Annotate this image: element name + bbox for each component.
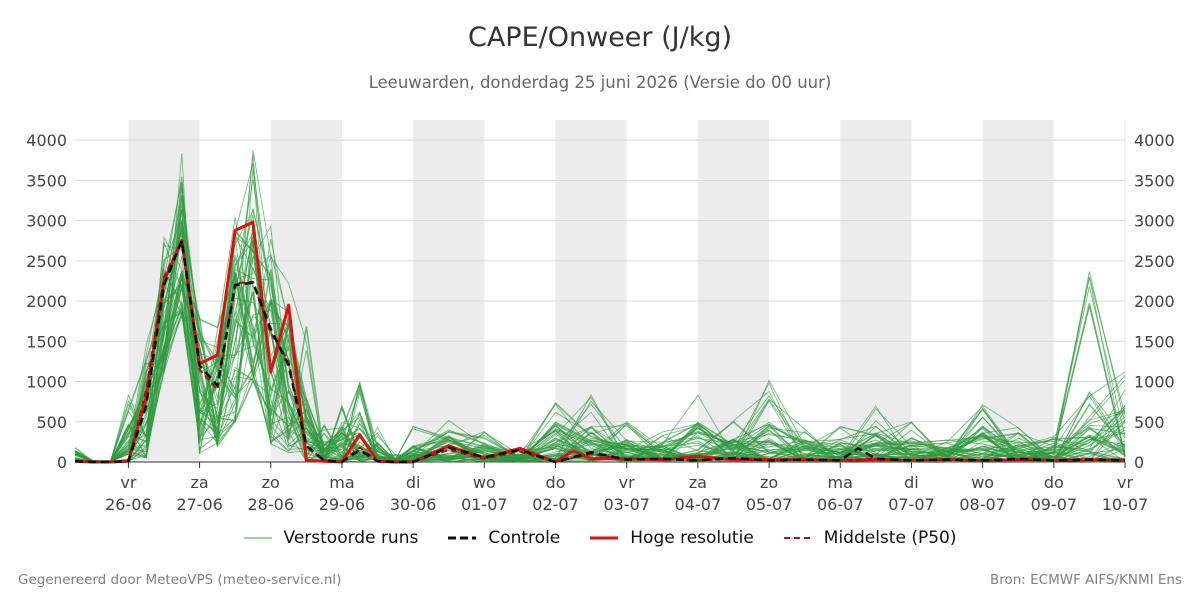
- legend-item-highres[interactable]: Hoge resolutie: [590, 528, 754, 548]
- control-line: [74, 239, 1126, 464]
- x-tick-day: vr: [619, 473, 635, 492]
- y-tick-label-left: 2000: [26, 292, 67, 311]
- legend-label-highres: Hoge resolutie: [630, 528, 754, 548]
- x-tick-day: vr: [120, 473, 136, 492]
- control-swatch-icon: [448, 536, 477, 540]
- x-tick-day: ma: [329, 473, 354, 492]
- legend-label-median: Middelste (P50): [823, 528, 957, 548]
- x-tick-day: zo: [760, 473, 778, 492]
- y-tick-label-left: 0: [57, 453, 67, 472]
- x-tick-day: zo: [262, 473, 280, 492]
- legend-item-ensemble[interactable]: Verstoorde runs: [243, 528, 419, 548]
- x-tick-day: wo: [473, 473, 496, 492]
- y-tick-label-right: 4000: [1134, 131, 1175, 150]
- footer-source: Bron: ECMWF AIFS/KNMI Ens: [989, 572, 1182, 588]
- y-tick-label-left: 3000: [26, 212, 67, 231]
- x-tick-date: 29-06: [319, 495, 366, 514]
- day-band: [413, 120, 485, 462]
- median-swatch-icon: [783, 537, 812, 539]
- x-tick-date: 26-06: [105, 495, 152, 514]
- legend-label-ensemble: Verstoorde runs: [283, 528, 419, 548]
- legend-label-control: Controle: [488, 528, 561, 548]
- y-tick-label-left: 1000: [26, 373, 67, 392]
- x-tick-date: 08-07: [959, 495, 1006, 514]
- y-tick-label-left: 1500: [26, 332, 67, 351]
- y-tick-label-right: 2500: [1134, 252, 1175, 271]
- x-tick-day: do: [1044, 473, 1064, 492]
- y-tick-label-right: 1000: [1134, 373, 1175, 392]
- y-tick-label-left: 2500: [26, 252, 67, 271]
- x-tick-day: ma: [828, 473, 853, 492]
- x-tick-day: za: [689, 473, 707, 492]
- y-tick-label-right: 0: [1134, 453, 1144, 472]
- day-band: [840, 120, 912, 462]
- x-tick-date: 05-07: [746, 495, 793, 514]
- legend-item-median[interactable]: Middelste (P50): [783, 528, 957, 548]
- ensemble-swatch-icon: [243, 537, 272, 539]
- x-tick-date: 09-07: [1031, 495, 1078, 514]
- footer-credit: Gegenereerd door MeteoVPS (meteo-service…: [18, 572, 342, 588]
- x-tick-date: 04-07: [675, 495, 722, 514]
- x-tick-day: do: [546, 473, 566, 492]
- y-tick-label-right: 3500: [1134, 171, 1175, 190]
- x-tick-date: 01-07: [461, 495, 508, 514]
- y-tick-label-right: 3000: [1134, 212, 1175, 231]
- chart-title: CAPE/Onweer (J/kg): [467, 22, 732, 53]
- x-tick-date: 06-07: [817, 495, 864, 514]
- y-tick-label-right: 2000: [1134, 292, 1175, 311]
- x-tick-date: 10-07: [1102, 495, 1149, 514]
- x-tick-day: di: [406, 473, 421, 492]
- x-tick-date: 30-06: [390, 495, 437, 514]
- day-band: [982, 120, 1054, 462]
- y-tick-label-right: 1500: [1134, 332, 1175, 351]
- x-tick-date: 03-07: [603, 495, 650, 514]
- legend-item-control[interactable]: Controle: [448, 528, 560, 548]
- y-tick-label-left: 3500: [26, 171, 67, 190]
- x-tick-day: za: [190, 473, 208, 492]
- highres-swatch-icon: [590, 536, 619, 540]
- legend: Verstoorde runs Controle Hoge resolutie …: [0, 528, 1200, 548]
- x-tick-date: 27-06: [176, 495, 223, 514]
- day-band: [555, 120, 627, 462]
- x-tick-date: 28-06: [248, 495, 295, 514]
- x-tick-day: di: [904, 473, 919, 492]
- x-tick-day: vr: [1117, 473, 1133, 492]
- x-tick-day: wo: [971, 473, 994, 492]
- y-tick-label-left: 500: [36, 413, 67, 432]
- ensemble-member-line: [74, 269, 1126, 463]
- y-tick-label-left: 4000: [26, 131, 67, 150]
- x-tick-date: 02-07: [532, 495, 579, 514]
- ensemble-member-line: [74, 222, 1126, 463]
- chart-subtitle: Leeuwarden, donderdag 25 juni 2026 (Vers…: [368, 73, 832, 92]
- y-tick-label-right: 500: [1134, 413, 1165, 432]
- x-tick-date: 07-07: [888, 495, 935, 514]
